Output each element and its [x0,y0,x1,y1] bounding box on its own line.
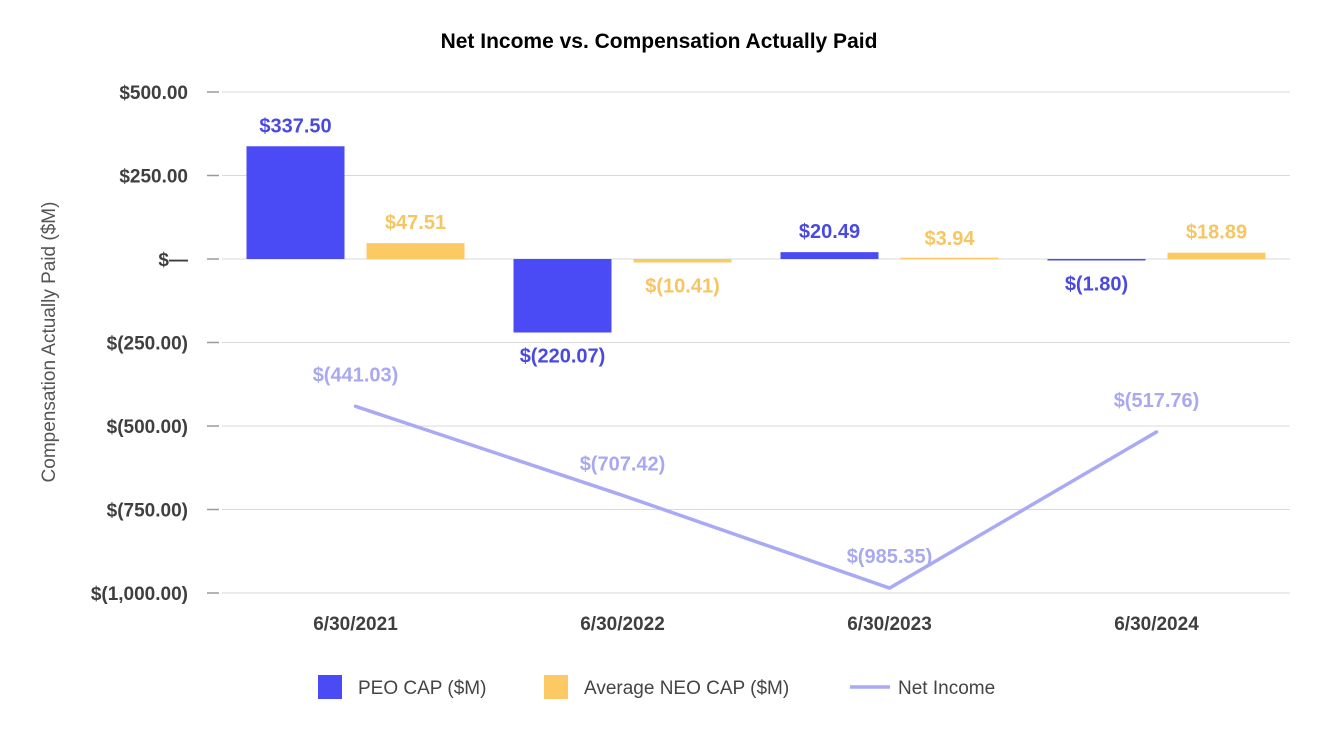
neo-cap-data-label: $47.51 [385,212,446,234]
legend-peo-swatch [318,675,342,699]
legend: PEO CAP ($M) Average NEO CAP ($M) Net Inco… [318,675,995,699]
neo-cap-bar [900,257,999,260]
net-income-line-group [353,404,1159,590]
x-tick-label: 6/30/2022 [580,614,665,635]
net-income-data-label: $(985.35) [847,546,933,568]
y-tick-label: $(1,000.00) [91,584,188,605]
neo-cap-bar [633,259,732,263]
gridlines [222,91,1290,594]
y-tick-label: $(250.00) [107,334,188,355]
y-tick-label: $— [158,250,188,271]
peo-cap-data-label: $(1.80) [1065,274,1128,296]
x-tick-label: 6/30/2021 [313,614,398,635]
neo-cap-data-label: $(10.41) [645,275,720,297]
legend-peo-label: PEO CAP ($M) [358,678,486,699]
peo-cap-bar [246,146,345,259]
x-axis-ticks: 6/30/2021 6/30/2022 6/30/2023 6/30/2024 [313,614,1199,635]
y-tick-label: $(500.00) [107,417,188,438]
peo-cap-data-label: $(220.07) [520,346,606,368]
net-income-data-label: $(517.76) [1114,390,1200,412]
neo-cap-data-label: $3.94 [924,228,975,250]
y-tick-label: $500.00 [119,83,188,104]
x-tick-label: 6/30/2024 [1114,614,1199,635]
peo-cap-bar [513,259,612,333]
neo-cap-bar [366,243,465,259]
peo-cap-bar [1047,259,1146,261]
neo-cap-data-label: $18.89 [1186,222,1247,244]
net-income-line [353,404,1159,590]
chart-title: Net Income vs. Compensation Actually Pai… [441,30,878,53]
bars [246,146,1266,333]
legend-neo-label: Average NEO CAP ($M) [584,678,789,699]
y-tick-label: $(750.00) [107,501,188,522]
neo-cap-bar [1167,252,1266,259]
y-axis-ticks: $500.00 $250.00 $— $(250.00) $(500.00) $(750.… [91,83,219,605]
data-labels: $337.50 $(220.07) $20.49 $(1.80) $47.51 $(10.… [259,115,1247,568]
legend-net-income-label: Net Income [898,678,995,699]
x-tick-label: 6/30/2023 [847,614,932,635]
legend-neo-swatch [544,675,568,699]
net-income-data-label: $(707.42) [580,453,666,475]
peo-cap-bar [780,252,879,259]
y-axis-label: Compensation Actually Paid ($M) [39,202,60,483]
peo-cap-data-label: $337.50 [259,115,331,137]
peo-cap-data-label: $20.49 [799,221,860,243]
y-tick-label: $250.00 [119,167,188,188]
net-income-data-label: $(441.03) [313,364,399,386]
